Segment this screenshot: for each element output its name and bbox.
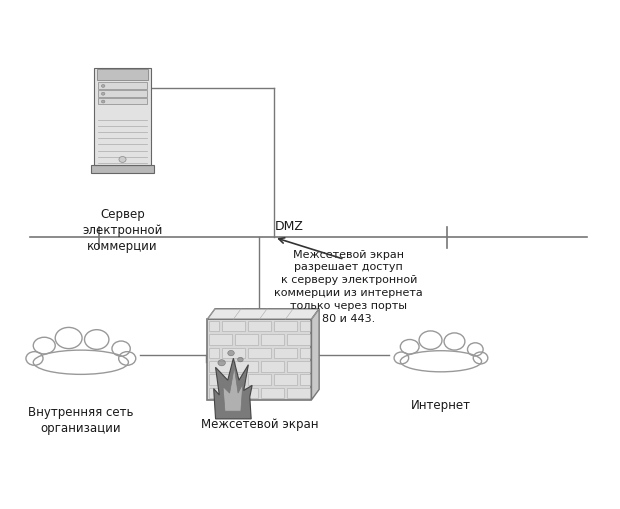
FancyBboxPatch shape [299,375,310,385]
FancyBboxPatch shape [94,68,151,165]
Polygon shape [214,358,252,419]
FancyBboxPatch shape [234,334,258,345]
Text: DMZ: DMZ [274,219,303,233]
Text: Интернет: Интернет [411,399,471,412]
Polygon shape [311,309,319,400]
FancyBboxPatch shape [208,388,232,399]
Circle shape [228,350,234,356]
FancyBboxPatch shape [207,319,311,400]
Ellipse shape [401,351,482,372]
FancyBboxPatch shape [97,69,148,79]
Ellipse shape [419,331,442,349]
FancyBboxPatch shape [299,321,310,331]
FancyBboxPatch shape [247,321,271,331]
FancyBboxPatch shape [221,348,245,358]
Ellipse shape [401,340,419,354]
Circle shape [102,84,105,88]
Ellipse shape [444,333,465,350]
FancyBboxPatch shape [208,348,219,358]
FancyBboxPatch shape [273,321,297,331]
FancyBboxPatch shape [98,98,147,104]
Ellipse shape [55,327,82,349]
FancyBboxPatch shape [221,321,245,331]
Circle shape [218,360,226,366]
Ellipse shape [118,352,136,365]
Ellipse shape [467,343,483,356]
Text: Межсетевой экран: Межсетевой экран [201,418,318,431]
Polygon shape [207,309,319,319]
Circle shape [102,100,105,103]
Ellipse shape [112,341,130,356]
Ellipse shape [394,352,409,364]
FancyBboxPatch shape [247,348,271,358]
Ellipse shape [26,352,43,365]
FancyBboxPatch shape [208,321,219,331]
FancyBboxPatch shape [286,388,310,399]
FancyBboxPatch shape [91,165,154,173]
Text: Межсетевой экран
разрешает доступ
к серверу электронной
коммерции из интернета
т: Межсетевой экран разрешает доступ к серв… [274,249,423,324]
Ellipse shape [33,337,55,354]
FancyBboxPatch shape [234,361,258,372]
FancyBboxPatch shape [98,82,147,89]
FancyBboxPatch shape [273,348,297,358]
Ellipse shape [398,346,484,371]
Ellipse shape [33,350,128,374]
FancyBboxPatch shape [299,348,310,358]
FancyBboxPatch shape [234,388,258,399]
FancyBboxPatch shape [260,388,284,399]
Circle shape [237,357,243,362]
FancyBboxPatch shape [286,361,310,372]
FancyBboxPatch shape [286,334,310,345]
FancyBboxPatch shape [247,375,271,385]
FancyBboxPatch shape [208,361,232,372]
Ellipse shape [84,330,109,349]
Circle shape [102,92,105,95]
Ellipse shape [31,344,131,373]
FancyBboxPatch shape [208,334,232,345]
FancyBboxPatch shape [221,375,245,385]
FancyBboxPatch shape [260,361,284,372]
Polygon shape [223,367,243,411]
FancyBboxPatch shape [273,375,297,385]
Text: Внутренняя сеть
организации: Внутренняя сеть организации [28,406,133,435]
Ellipse shape [473,352,488,364]
FancyBboxPatch shape [208,375,219,385]
FancyBboxPatch shape [260,334,284,345]
Text: Сервер
электронной
коммерции: Сервер электронной коммерции [82,208,162,253]
FancyBboxPatch shape [98,90,147,97]
Circle shape [119,156,126,162]
